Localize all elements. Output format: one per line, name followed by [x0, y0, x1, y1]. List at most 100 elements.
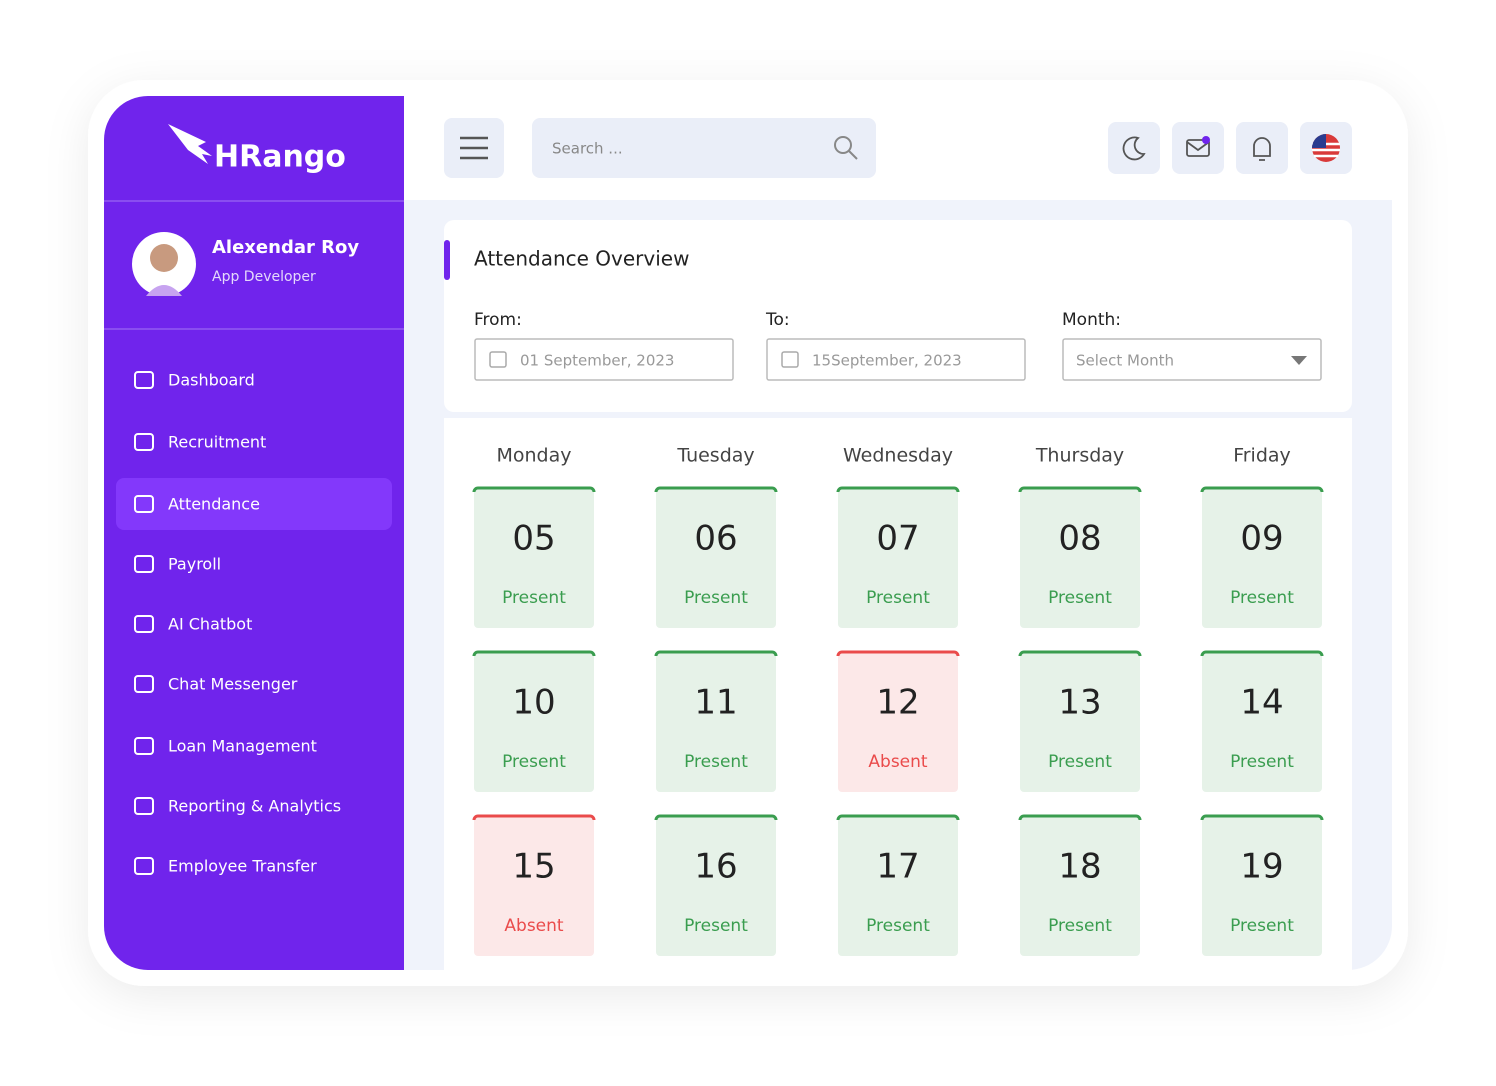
menu-icon — [460, 136, 488, 160]
nav-item[interactable]: Attendance — [168, 495, 260, 514]
day-date: 19 — [1240, 847, 1283, 887]
day-top-border — [1018, 814, 1142, 821]
to-input[interactable] — [766, 338, 1026, 381]
day-cell[interactable] — [1020, 816, 1140, 956]
mail-button[interactable] — [1172, 122, 1224, 174]
day-status: Present — [1230, 916, 1294, 936]
day-date: 18 — [1058, 847, 1101, 887]
day-status: Absent — [504, 916, 564, 936]
nav-icon — [134, 495, 154, 513]
bell-icon — [1253, 137, 1271, 161]
nav-active — [116, 478, 392, 530]
nav-icon — [134, 797, 154, 815]
day-status: Absent — [868, 752, 928, 772]
nav-item[interactable]: Employee Transfer — [168, 857, 317, 876]
day-top-border — [654, 486, 778, 493]
to-label: To: — [765, 310, 790, 330]
weekday: Monday — [496, 445, 571, 467]
day-date: 13 — [1058, 683, 1101, 723]
day-top-border — [836, 814, 960, 821]
nav-item[interactable]: Dashboard — [168, 371, 255, 390]
search-box[interactable] — [532, 118, 876, 178]
day-status: Present — [684, 588, 748, 608]
nav-icon — [134, 737, 154, 755]
day-date: 09 — [1240, 519, 1283, 559]
day-top-border — [1018, 486, 1142, 493]
day-status: Present — [502, 752, 566, 772]
day-top-border — [472, 486, 596, 493]
nav-icon — [134, 857, 154, 875]
moon-icon — [1122, 136, 1146, 161]
mail-icon — [1186, 139, 1210, 157]
day-cell[interactable] — [656, 652, 776, 792]
day-cell[interactable] — [474, 816, 594, 956]
day-cell[interactable] — [656, 488, 776, 628]
day-status: Present — [1048, 916, 1112, 936]
nav-icon — [134, 371, 154, 389]
avatar-body — [146, 285, 182, 296]
calendar-icon — [489, 351, 507, 368]
day-status: Present — [1048, 752, 1112, 772]
day-date: 08 — [1058, 519, 1101, 559]
bell-button[interactable] — [1236, 122, 1288, 174]
day-top-border — [472, 814, 596, 821]
weekday: Wednesday — [843, 445, 953, 467]
day-top-border — [836, 486, 960, 493]
search-icon — [834, 136, 852, 154]
day-top-border — [472, 650, 596, 657]
nav-item[interactable]: Chat Messenger — [168, 675, 298, 694]
theme-button[interactable] — [1108, 122, 1160, 174]
nav-item[interactable]: AI Chatbot — [168, 615, 252, 634]
panel-title: Attendance Overview — [474, 247, 689, 271]
day-cell[interactable] — [1020, 488, 1140, 628]
nav-item[interactable]: Recruitment — [168, 433, 266, 452]
sidebar — [104, 96, 404, 970]
month-placeholder: Select Month — [1076, 352, 1174, 370]
from-input[interactable] — [474, 338, 734, 381]
flag-icon — [1312, 134, 1326, 148]
day-date: 14 — [1240, 683, 1283, 723]
day-cell[interactable] — [1202, 816, 1322, 956]
day-date: 17 — [876, 847, 919, 887]
title-accent — [444, 240, 450, 280]
day-top-border — [654, 650, 778, 657]
month-select[interactable] — [1062, 338, 1322, 381]
day-status: Present — [866, 588, 930, 608]
day-date: 06 — [694, 519, 737, 559]
search-placeholder: Search ... — [552, 140, 623, 158]
nav-icon — [134, 433, 154, 451]
calendar-icon — [781, 351, 799, 368]
search-icon — [848, 150, 858, 160]
nav-item[interactable]: Reporting & Analytics — [168, 797, 341, 816]
day-cell[interactable] — [1202, 488, 1322, 628]
nav-item[interactable]: Payroll — [168, 555, 221, 574]
day-date: 12 — [876, 683, 919, 723]
dropdown-arrow — [1291, 356, 1307, 365]
day-date: 16 — [694, 847, 737, 887]
nav-icon — [134, 675, 154, 693]
weekday: Tuesday — [676, 445, 754, 467]
day-date: 05 — [512, 519, 555, 559]
mail-dot — [1202, 136, 1210, 144]
day-cell[interactable] — [838, 652, 958, 792]
from-label: From: — [474, 310, 522, 330]
day-cell[interactable] — [838, 816, 958, 956]
day-cell[interactable] — [474, 652, 594, 792]
month-label: Month: — [1062, 310, 1121, 330]
day-cell[interactable] — [1020, 652, 1140, 792]
day-cell[interactable] — [838, 488, 958, 628]
day-cell[interactable] — [656, 816, 776, 956]
logo-mark — [168, 124, 212, 164]
day-top-border — [836, 650, 960, 657]
to-value: 15September, 2023 — [812, 352, 962, 370]
day-date: 15 — [512, 847, 555, 887]
day-date: 11 — [694, 683, 737, 723]
calendar — [444, 418, 1352, 978]
day-top-border — [1200, 650, 1324, 657]
day-top-border — [654, 814, 778, 821]
day-cell[interactable] — [474, 488, 594, 628]
day-cell[interactable] — [1202, 652, 1322, 792]
nav-item[interactable]: Loan Management — [168, 737, 317, 756]
day-status: Present — [684, 752, 748, 772]
